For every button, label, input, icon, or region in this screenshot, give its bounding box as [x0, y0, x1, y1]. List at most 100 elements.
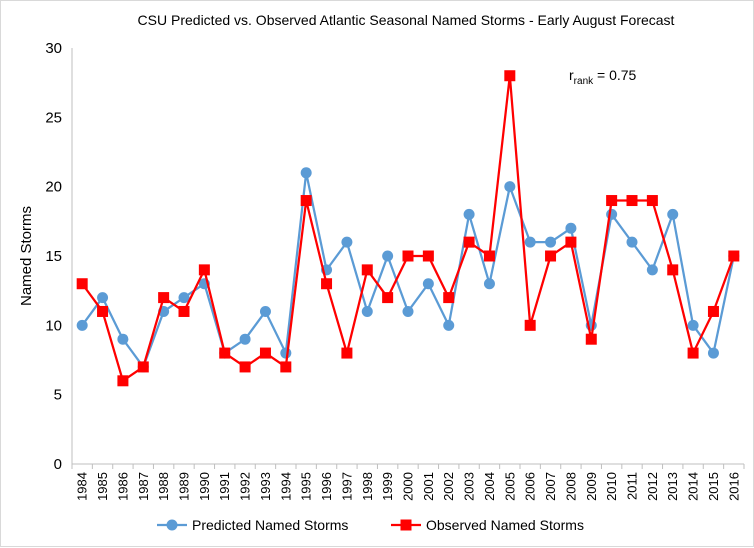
data-point	[646, 195, 658, 207]
x-tick-label: 1989	[177, 472, 192, 501]
x-tick-label: 1995	[299, 472, 314, 501]
y-tick-label: 20	[45, 179, 62, 196]
x-tick-label: 2000	[401, 472, 416, 501]
x-tick-label: 2007	[543, 472, 558, 501]
x-tick-label: 1998	[360, 472, 375, 501]
x-ticks: 1984 1985 1986 1987 1988 1989 1990 1991 1992 1993…	[71, 464, 745, 501]
series-line	[81, 74, 735, 382]
x-tick-label: 1985	[95, 472, 110, 501]
y-tick-label: 30	[45, 40, 62, 57]
data-point	[646, 264, 658, 276]
data-point	[707, 305, 719, 317]
axes	[71, 48, 744, 465]
x-tick-label: 1999	[380, 472, 395, 501]
x-tick-label: 2009	[584, 472, 599, 501]
data-point	[382, 292, 394, 304]
data-point	[158, 292, 170, 304]
annotation-main: r	[569, 67, 574, 83]
chart-title: CSU Predicted vs. Observed Atlantic Seas…	[138, 12, 675, 28]
x-tick-label: 2006	[523, 472, 538, 501]
data-point	[483, 278, 495, 290]
data-point	[463, 236, 475, 248]
legend: Predicted Named Storms Observed Named Sto…	[157, 517, 584, 533]
data-point	[361, 264, 373, 276]
data-point	[97, 305, 109, 317]
annotation-subscript: rank	[574, 76, 594, 87]
x-tick-label: 1997	[339, 472, 354, 501]
data-point	[443, 292, 455, 304]
data-point	[239, 333, 251, 345]
x-tick-label: 1992	[238, 472, 253, 501]
data-point	[443, 319, 455, 331]
legend-label: Predicted Named Storms	[192, 517, 348, 533]
x-tick-label: 2015	[706, 472, 721, 501]
correlation-annotation: rrank = 0.75	[569, 67, 637, 87]
legend-item-predicted: Predicted Named Storms	[157, 517, 348, 533]
x-tick-label: 2010	[604, 472, 619, 501]
data-point	[300, 195, 312, 207]
x-tick-label: 2001	[421, 472, 436, 501]
data-point	[524, 236, 536, 248]
y-tick-label: 25	[45, 109, 62, 126]
y-tick-label: 10	[45, 317, 62, 334]
data-point	[178, 292, 190, 304]
data-point	[606, 195, 618, 207]
x-tick-label: 2011	[625, 472, 640, 500]
x-tick-label: 1986	[115, 472, 130, 501]
x-tick-label: 2003	[462, 472, 477, 501]
data-point	[300, 167, 312, 179]
data-point	[97, 292, 109, 304]
data-point	[585, 333, 597, 345]
legend-label: Observed Named Storms	[426, 517, 584, 533]
x-tick-label: 1991	[217, 472, 232, 501]
series-observed	[76, 70, 740, 387]
data-point	[545, 236, 557, 248]
data-point	[117, 333, 129, 345]
x-tick-label: 1994	[278, 472, 293, 501]
x-tick-label: 2008	[563, 472, 578, 501]
data-point	[280, 361, 292, 373]
data-point	[483, 250, 495, 262]
x-tick-label: 1996	[319, 472, 334, 501]
data-point	[504, 70, 516, 82]
data-point	[687, 347, 699, 359]
x-tick-label: 2002	[441, 472, 456, 501]
legend-item-observed: Observed Named Storms	[391, 517, 584, 533]
x-tick-label: 1993	[258, 472, 273, 501]
data-point	[137, 361, 149, 373]
data-point	[341, 236, 353, 248]
x-tick-label: 1990	[197, 472, 212, 501]
legend-marker	[400, 519, 412, 531]
data-point	[219, 347, 231, 359]
y-tick-label: 5	[54, 387, 62, 404]
data-point	[504, 181, 516, 193]
data-point	[667, 264, 679, 276]
data-point	[382, 250, 394, 262]
data-point	[626, 195, 638, 207]
data-point	[76, 319, 88, 331]
data-point	[178, 305, 190, 317]
x-tick-label: 2016	[726, 472, 741, 501]
series-layer	[76, 70, 740, 387]
data-point	[402, 305, 414, 317]
data-point	[545, 250, 557, 262]
data-point	[606, 208, 618, 220]
data-point	[626, 236, 638, 248]
data-point	[463, 208, 475, 220]
annotation-rest: = 0.75	[593, 67, 636, 83]
data-point	[565, 222, 577, 234]
x-tick-label: 1988	[156, 472, 171, 501]
x-tick-label: 1984	[75, 472, 90, 501]
y-axis-label: Named Storms	[18, 206, 35, 306]
x-tick-label: 2013	[665, 472, 680, 501]
x-tick-label: 2012	[645, 472, 660, 501]
y-tick-label: 0	[54, 456, 62, 473]
x-tick-label: 2004	[482, 472, 497, 501]
y-ticks: 0 5 10 15 20 25 30	[45, 40, 62, 473]
x-tick-label: 1987	[136, 472, 151, 501]
y-tick-label: 15	[45, 248, 62, 265]
legend-marker	[166, 519, 178, 531]
data-point	[687, 319, 699, 331]
